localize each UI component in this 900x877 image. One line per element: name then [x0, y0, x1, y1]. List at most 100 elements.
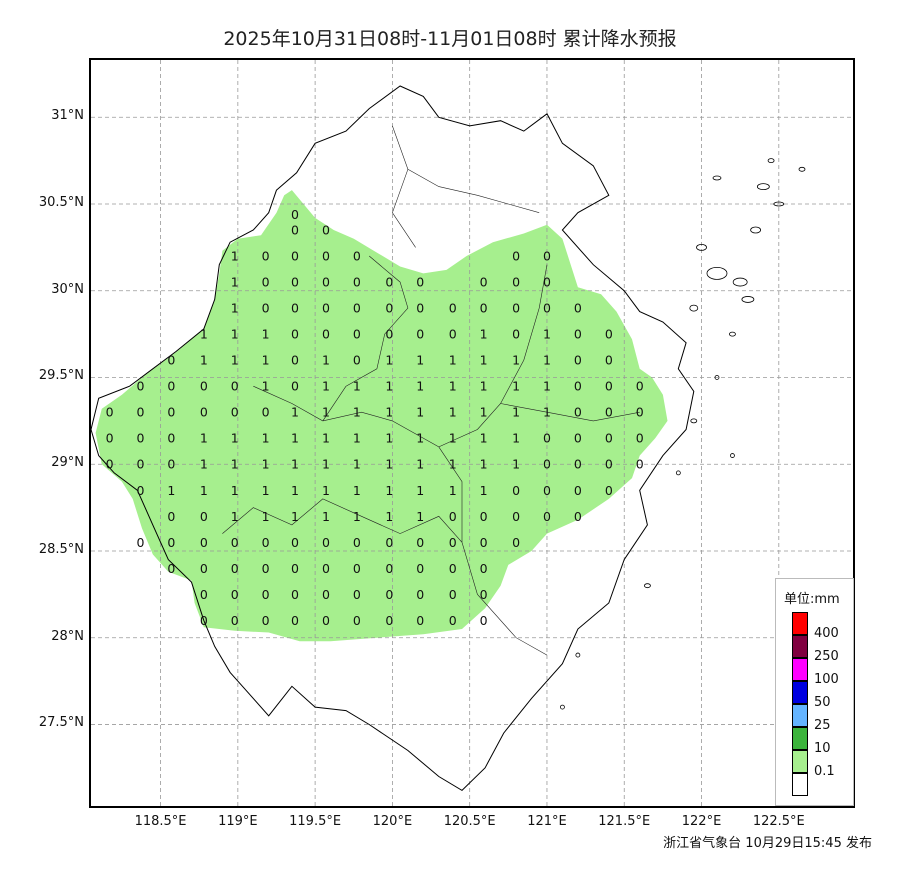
- grid-value: 0: [543, 509, 551, 524]
- grid-value: 1: [353, 405, 361, 420]
- grid-value: 0: [480, 509, 488, 524]
- grid-value: 1: [385, 483, 393, 498]
- grid-value: 1: [480, 457, 488, 472]
- grid-value: 0: [167, 405, 175, 420]
- grid-value: 0: [291, 207, 299, 222]
- legend-swatch: [792, 704, 808, 727]
- grid-value: 0: [200, 405, 208, 420]
- longitude-tick-label: 118.5°E: [134, 814, 187, 829]
- longitude-tick-label: 119°E: [218, 814, 258, 829]
- grid-value: 1: [416, 379, 424, 394]
- grid-value: 1: [353, 483, 361, 498]
- grid-value: 0: [512, 327, 520, 342]
- latitude-tick-label: 30.5°N: [38, 194, 84, 210]
- legend-level-label: 50: [814, 695, 831, 710]
- grid-value: 0: [512, 483, 520, 498]
- prefecture-border: [438, 264, 548, 448]
- grid-value: 0: [353, 353, 361, 368]
- rain-area-light-green: [95, 190, 668, 642]
- grid-value: 0: [574, 301, 582, 316]
- grid-value: 0: [449, 561, 457, 576]
- grid-value: 1: [231, 249, 239, 264]
- grid-value: 0: [322, 535, 330, 550]
- grid-value: 0: [291, 223, 299, 238]
- grid-value: 0: [543, 249, 551, 264]
- grid-value: 0: [106, 457, 114, 472]
- grid-value: 0: [262, 405, 270, 420]
- grid-value: 0: [136, 535, 144, 550]
- grid-value: 0: [200, 509, 208, 524]
- grid-value: 0: [322, 327, 330, 342]
- grid-value: 0: [231, 405, 239, 420]
- grid-value: 0: [231, 613, 239, 628]
- grid-value: 0: [262, 249, 270, 264]
- island: [644, 583, 651, 589]
- grid-value: 0: [231, 587, 239, 602]
- legend: 单位:mm 400 250 100 50 25 10 0.1: [775, 578, 854, 806]
- grid-value: 1: [512, 431, 520, 446]
- grid-value: 0: [262, 561, 270, 576]
- grid-value: 1: [385, 431, 393, 446]
- legend-level-label: 400: [814, 626, 839, 641]
- latitude-tick-label: 30°N: [51, 281, 84, 297]
- prefecture-border: [461, 542, 548, 656]
- grid-value: 1: [449, 431, 457, 446]
- legend-level-label: 25: [814, 718, 831, 733]
- grid-value: 1: [231, 483, 239, 498]
- grid-value: 0: [167, 509, 175, 524]
- grid-value: 0: [636, 405, 644, 420]
- grid-value: 0: [291, 587, 299, 602]
- grid-value: 1: [416, 509, 424, 524]
- grid-value: 1: [416, 431, 424, 446]
- grid-value: 0: [291, 535, 299, 550]
- grid-value: 1: [322, 379, 330, 394]
- grid-value: 0: [200, 535, 208, 550]
- grid-value: 0: [512, 509, 520, 524]
- longitude-tick-label: 121.5°E: [598, 814, 651, 829]
- grid-value: 0: [480, 613, 488, 628]
- grid-value: 1: [353, 379, 361, 394]
- island: [750, 226, 762, 234]
- legend-swatch: [792, 612, 808, 635]
- grid-value: 1: [449, 483, 457, 498]
- grid-value: 0: [106, 405, 114, 420]
- island: [798, 166, 806, 172]
- grid-value: 0: [543, 431, 551, 446]
- island: [696, 243, 707, 251]
- grid-value: 1: [262, 431, 270, 446]
- map-title: 2025年10月31日08时-11月01日08时 累计降水预报: [223, 28, 677, 50]
- grid-value: 1: [385, 379, 393, 394]
- grid-value: 0: [449, 301, 457, 316]
- grid-value: 0: [322, 613, 330, 628]
- grid-value: 1: [231, 509, 239, 524]
- grid-value: 0: [512, 249, 520, 264]
- grid-value: 1: [416, 405, 424, 420]
- grid-value: 1: [480, 379, 488, 394]
- grid-value: 0: [543, 301, 551, 316]
- grid-value: 0: [167, 353, 175, 368]
- legend-swatch: [792, 727, 808, 750]
- grid-value: 0: [385, 613, 393, 628]
- province-border: [91, 85, 695, 792]
- map-canvas: 00 01 0 0 0 0 0 01 0 0 0 0 0 0 0 0 01 0 0 0 0 0 0 0 0 0 0 01 1 1 0 0 0 0 0…: [91, 60, 853, 806]
- legend-level-label: 10: [814, 741, 831, 756]
- grid-value: 1: [322, 509, 330, 524]
- grid-value: 0: [449, 587, 457, 602]
- grid-value: 1: [291, 509, 299, 524]
- grid-value: 1: [543, 405, 551, 420]
- grid-value: 1: [262, 353, 270, 368]
- grid-value: 0: [136, 457, 144, 472]
- grid-value: 0: [231, 561, 239, 576]
- grid-value: 0: [136, 405, 144, 420]
- grid-value: 0: [322, 275, 330, 290]
- grid-value: 1: [231, 457, 239, 472]
- grid-value: 0: [574, 483, 582, 498]
- legend-swatch: [792, 681, 808, 704]
- grid-value: 0: [512, 301, 520, 316]
- grid-value: 1: [512, 457, 520, 472]
- grid-value: 1: [291, 405, 299, 420]
- longitude-tick-label: 122°E: [681, 814, 722, 829]
- grid-value: 1: [262, 457, 270, 472]
- latitude-tick-label: 28.5°N: [38, 541, 84, 557]
- island: [690, 418, 698, 424]
